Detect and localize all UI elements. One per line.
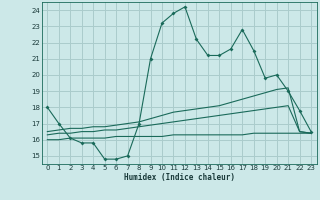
X-axis label: Humidex (Indice chaleur): Humidex (Indice chaleur) (124, 173, 235, 182)
